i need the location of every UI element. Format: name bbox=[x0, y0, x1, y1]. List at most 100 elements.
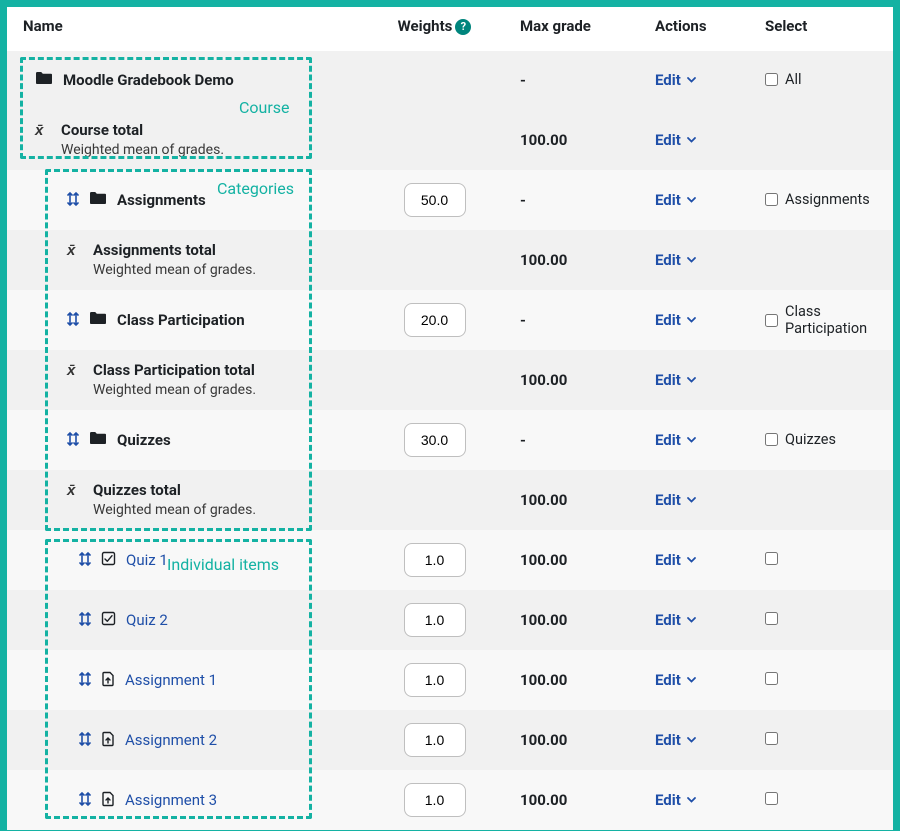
item-link[interactable]: Assignment 2 bbox=[125, 731, 217, 750]
max-grade-value: 100.00 bbox=[520, 551, 567, 569]
weight-input[interactable] bbox=[404, 423, 466, 457]
max-grade-value: - bbox=[520, 431, 526, 449]
move-icon[interactable] bbox=[67, 311, 79, 327]
move-icon[interactable] bbox=[79, 731, 91, 747]
edit-menu[interactable]: Edit bbox=[655, 371, 697, 389]
edit-label: Edit bbox=[655, 191, 681, 209]
weight-input[interactable] bbox=[404, 603, 466, 637]
item-subtitle: Weighted mean of grades. bbox=[61, 142, 224, 160]
item-link[interactable]: Assignment 3 bbox=[125, 791, 217, 810]
edit-menu[interactable]: Edit bbox=[655, 731, 697, 749]
max-grade-value: - bbox=[520, 311, 526, 329]
item-title: Quizzes total bbox=[93, 481, 256, 500]
weight-input[interactable] bbox=[404, 183, 466, 217]
table-row: x̄ Course totalWeighted mean of grades.1… bbox=[7, 110, 893, 170]
table-row: Assignment 3 100.00 Edit bbox=[7, 770, 893, 830]
select-checkbox[interactable] bbox=[765, 73, 778, 86]
edit-label: Edit bbox=[655, 551, 681, 569]
weight-input[interactable] bbox=[404, 303, 466, 337]
table-row: Assignments-Edit Assignments bbox=[7, 170, 893, 230]
item-subtitle: Weighted mean of grades. bbox=[93, 262, 256, 280]
mean-icon: x̄ bbox=[67, 241, 83, 260]
table-row: Assignment 1 100.00 Edit bbox=[7, 650, 893, 710]
item-title: Quizzes bbox=[117, 431, 171, 450]
select-row[interactable]: Quizzes bbox=[765, 431, 836, 448]
select-checkbox[interactable] bbox=[765, 612, 778, 625]
item-link[interactable]: Quiz 2 bbox=[126, 611, 168, 630]
select-checkbox[interactable] bbox=[765, 792, 778, 805]
chevron-down-icon bbox=[686, 71, 697, 89]
edit-menu[interactable]: Edit bbox=[655, 551, 697, 569]
app-frame: Name Weights? Max grade Actions Select M… bbox=[0, 0, 900, 831]
mean-icon: x̄ bbox=[67, 361, 83, 380]
edit-menu[interactable]: Edit bbox=[655, 131, 697, 149]
select-row[interactable] bbox=[765, 552, 778, 565]
folder-icon bbox=[35, 71, 53, 85]
item-link[interactable]: Quiz 1 bbox=[126, 551, 168, 570]
select-row[interactable] bbox=[765, 732, 778, 745]
edit-label: Edit bbox=[655, 311, 681, 329]
item-title: Class Participation bbox=[117, 311, 245, 330]
move-icon[interactable] bbox=[79, 791, 91, 807]
max-grade-value: 100.00 bbox=[520, 491, 567, 509]
item-title: Assignments total bbox=[93, 241, 256, 260]
select-row[interactable]: Assignments bbox=[765, 191, 870, 208]
max-grade-value: 100.00 bbox=[520, 671, 567, 689]
move-icon[interactable] bbox=[67, 431, 79, 447]
weight-input[interactable] bbox=[404, 783, 466, 817]
select-checkbox[interactable] bbox=[765, 552, 778, 565]
move-icon[interactable] bbox=[67, 191, 79, 207]
weight-input[interactable] bbox=[404, 723, 466, 757]
mean-icon: x̄ bbox=[35, 121, 51, 140]
select-row[interactable]: All bbox=[765, 71, 802, 88]
select-row[interactable]: Class Participation bbox=[765, 303, 885, 337]
assignment-icon bbox=[101, 791, 115, 807]
edit-label: Edit bbox=[655, 71, 681, 89]
item-link[interactable]: Assignment 1 bbox=[125, 671, 217, 690]
edit-menu[interactable]: Edit bbox=[655, 251, 697, 269]
move-icon[interactable] bbox=[79, 551, 91, 567]
chevron-down-icon bbox=[686, 131, 697, 149]
edit-menu[interactable]: Edit bbox=[655, 791, 697, 809]
edit-menu[interactable]: Edit bbox=[655, 671, 697, 689]
table-row: x̄ Quizzes total Weighted mean of grades.… bbox=[7, 470, 893, 530]
select-row[interactable] bbox=[765, 612, 778, 625]
edit-label: Edit bbox=[655, 251, 681, 269]
edit-label: Edit bbox=[655, 611, 681, 629]
select-checkbox[interactable] bbox=[765, 193, 778, 206]
edit-label: Edit bbox=[655, 131, 681, 149]
edit-menu[interactable]: Edit bbox=[655, 431, 697, 449]
item-title: Course total bbox=[61, 121, 224, 140]
max-grade-value: 100.00 bbox=[520, 611, 567, 629]
select-row[interactable] bbox=[765, 792, 778, 805]
edit-menu[interactable]: Edit bbox=[655, 611, 697, 629]
weight-input[interactable] bbox=[404, 663, 466, 697]
edit-menu[interactable]: Edit bbox=[655, 491, 697, 509]
edit-label: Edit bbox=[655, 671, 681, 689]
col-header-max: Max grade bbox=[512, 7, 647, 50]
move-icon[interactable] bbox=[79, 671, 91, 687]
select-label: Class Participation bbox=[785, 303, 885, 337]
chevron-down-icon bbox=[686, 671, 697, 689]
move-icon[interactable] bbox=[79, 611, 91, 627]
assignment-icon bbox=[101, 671, 115, 687]
edit-menu[interactable]: Edit bbox=[655, 71, 697, 89]
select-checkbox[interactable] bbox=[765, 672, 778, 685]
edit-menu[interactable]: Edit bbox=[655, 191, 697, 209]
assignment-icon bbox=[101, 731, 115, 747]
weights-label: Weights bbox=[398, 17, 453, 35]
weight-input[interactable] bbox=[404, 543, 466, 577]
edit-label: Edit bbox=[655, 371, 681, 389]
help-icon[interactable]: ? bbox=[455, 19, 471, 35]
item-subtitle: Weighted mean of grades. bbox=[93, 502, 256, 520]
max-grade-value: - bbox=[520, 71, 526, 89]
select-checkbox[interactable] bbox=[765, 314, 778, 327]
max-grade-value: 100.00 bbox=[520, 791, 567, 809]
edit-menu[interactable]: Edit bbox=[655, 311, 697, 329]
select-row[interactable] bbox=[765, 672, 778, 685]
quiz-icon bbox=[101, 611, 116, 626]
select-checkbox[interactable] bbox=[765, 732, 778, 745]
mean-icon: x̄ bbox=[67, 481, 83, 500]
select-checkbox[interactable] bbox=[765, 433, 778, 446]
select-label: Assignments bbox=[785, 191, 870, 208]
